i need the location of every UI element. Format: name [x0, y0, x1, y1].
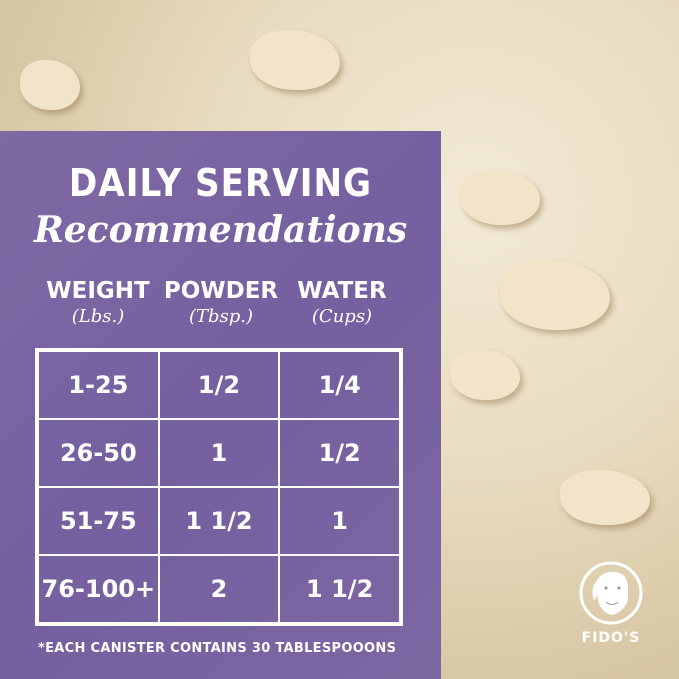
brand-name: FIDO'S [581, 630, 641, 646]
cell-weight: 51-75 [38, 487, 159, 555]
serving-panel: DAILY SERVING Recommendations WEIGHT (Lb… [0, 131, 441, 679]
cell-water: 1/4 [279, 351, 400, 419]
powder-chunk [450, 350, 520, 400]
cell-water: 1 1/2 [279, 555, 400, 623]
title-heading: DAILY SERVING [68, 161, 373, 205]
column-label: WATER [297, 278, 387, 304]
cell-powder: 1 1/2 [158, 487, 280, 555]
column-header-powder: POWDER (Tbsp.) [159, 278, 283, 327]
column-label: WEIGHT [46, 278, 150, 304]
powder-chunk [500, 260, 610, 330]
cell-powder: 1/2 [158, 351, 280, 419]
serving-table: 1-25 1/2 1/4 26-50 1 1/2 51-75 1 1/2 1 7… [35, 348, 403, 626]
powder-chunk [560, 470, 650, 525]
title-subheading: Recommendations [33, 209, 408, 251]
powder-chunk [20, 60, 80, 110]
footnote: *EACH CANISTER CONTAINS 30 TABLESPOOONS [38, 641, 397, 656]
powder-chunk [460, 170, 540, 225]
cell-weight: 1-25 [38, 351, 159, 419]
column-unit: (Lbs.) [71, 306, 125, 327]
cell-water: 1/2 [279, 419, 400, 487]
cell-powder: 2 [158, 555, 280, 623]
column-label: POWDER [163, 278, 279, 304]
column-unit: (Tbsp.) [188, 306, 254, 327]
cell-powder: 1 [158, 419, 280, 487]
column-unit: (Cups) [311, 306, 373, 327]
cell-weight: 26-50 [38, 419, 159, 487]
cell-weight: 76-100+ [38, 555, 159, 623]
column-header-weight: WEIGHT (Lbs.) [36, 278, 160, 327]
cell-water: 1 [279, 487, 400, 555]
brand-logo: FIDO'S [577, 560, 645, 646]
dog-head-icon [579, 561, 643, 625]
powder-chunk [250, 30, 340, 90]
column-header-water: WATER (Cups) [280, 278, 404, 327]
